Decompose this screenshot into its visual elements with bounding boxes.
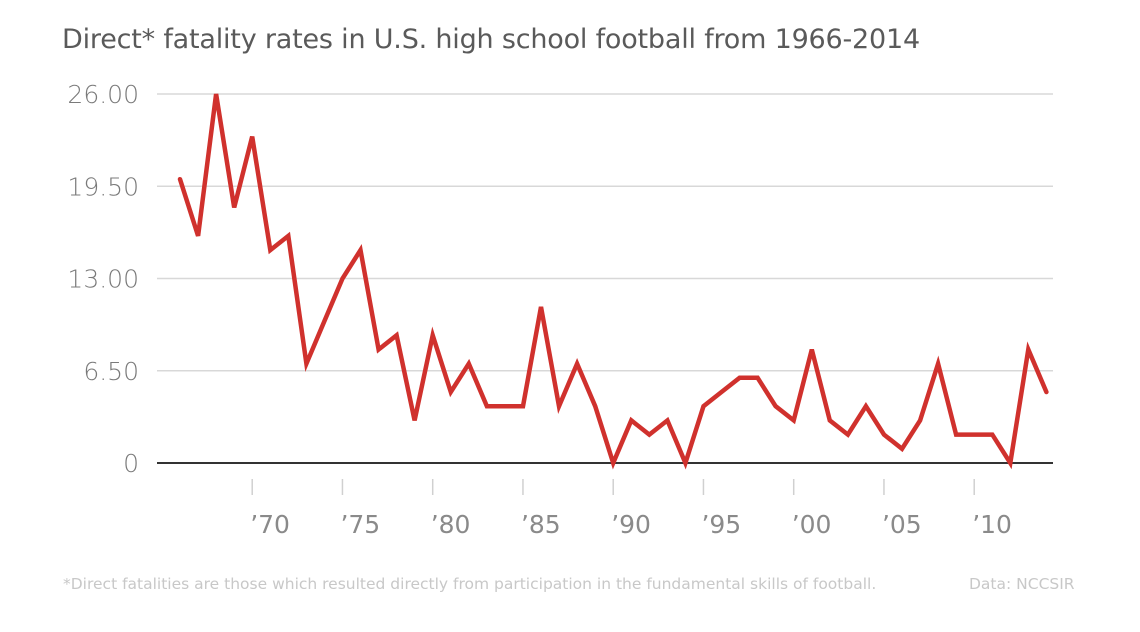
data-source: Data: NCCSIR [969, 575, 1075, 593]
footnote: *Direct fatalities are those which resul… [63, 575, 877, 593]
series-layer [177, 93, 1049, 470]
x-tick-label: ’10 [972, 510, 1012, 539]
y-tick-label: 6.50 [83, 357, 139, 386]
y-axis: 0 6.50 13.00 19.50 26.00 [67, 80, 139, 478]
x-tick-label: ’75 [340, 510, 380, 539]
x-tick-label: ’95 [701, 510, 741, 539]
x-axis: ’70 ’75 ’80 ’85 ’90 ’95 ’00 ’05 ’10 [250, 479, 1012, 539]
x-tick-label: ’80 [431, 510, 471, 539]
x-tick-label: ’00 [792, 510, 832, 539]
y-tick-label: 19.50 [67, 172, 139, 201]
gridlines [157, 93, 1053, 464]
y-tick-label: 26.00 [67, 80, 139, 109]
y-tick-label: 13.00 [67, 265, 139, 294]
x-tick-label: ’90 [611, 510, 651, 539]
x-tick-label: ’05 [882, 510, 922, 539]
chart-title: Direct* fatality rates in U.S. high scho… [62, 24, 920, 55]
x-tick-label: ’85 [521, 510, 561, 539]
x-tick-label: ’70 [250, 510, 290, 539]
y-tick-label: 0 [123, 449, 139, 478]
